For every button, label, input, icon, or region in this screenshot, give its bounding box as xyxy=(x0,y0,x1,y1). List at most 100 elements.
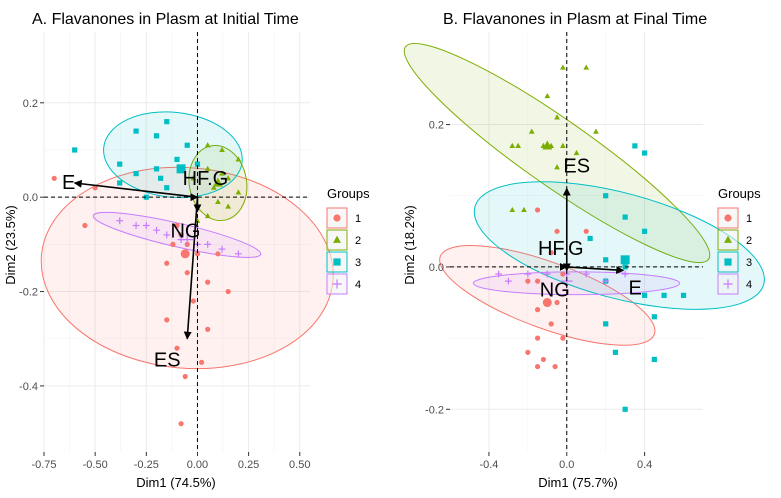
data-point-group-2 xyxy=(528,128,535,134)
legend-title: Groups xyxy=(327,186,370,201)
legend-label: 4 xyxy=(355,279,361,291)
data-point-group-3 xyxy=(194,161,201,167)
legend-key-1 xyxy=(333,214,341,222)
variable-arrow xyxy=(566,266,625,275)
legend-label: 1 xyxy=(355,213,361,225)
legend-label: 1 xyxy=(746,213,752,225)
data-point-group-1 xyxy=(215,251,221,257)
variable-label: NG xyxy=(170,220,200,242)
data-point-group-2 xyxy=(204,212,211,219)
y-tick-label: 0.2 xyxy=(23,98,38,110)
data-point-group-2 xyxy=(225,203,232,209)
data-point-group-3 xyxy=(117,161,123,167)
data-point-group-1 xyxy=(205,279,211,285)
data-point-group-2 xyxy=(593,128,599,134)
data-point-group-1 xyxy=(190,298,196,304)
data-point-group-3 xyxy=(661,292,667,298)
data-point-group-1 xyxy=(534,363,541,370)
legend-label: 3 xyxy=(355,257,361,269)
data-point-group-1 xyxy=(178,232,184,238)
confidence-ellipse-group-1 xyxy=(439,245,656,346)
data-point-group-3 xyxy=(680,292,687,298)
data-point-group-3 xyxy=(612,349,619,355)
data-point-group-2 xyxy=(509,142,516,148)
data-point-group-4 xyxy=(132,222,140,229)
data-point-group-1 xyxy=(583,228,589,234)
data-point-group-3 xyxy=(642,228,648,234)
data-point-group-4 xyxy=(495,270,503,278)
x-tick-label: 0.50 xyxy=(289,459,310,471)
centroid-group-3 xyxy=(176,164,186,174)
data-point-group-4 xyxy=(621,270,629,278)
data-point-group-1 xyxy=(178,421,184,427)
x-axis-title-a: Dim1 (74.5%) xyxy=(136,475,215,490)
data-point-group-3 xyxy=(603,257,609,263)
data-point-group-1 xyxy=(548,250,554,256)
data-point-group-1 xyxy=(548,321,554,327)
data-point-group-1 xyxy=(170,241,176,247)
data-point-group-2 xyxy=(204,165,211,171)
y-axis-title-b: Dim2 (18.2%) xyxy=(402,205,417,284)
data-point-group-3 xyxy=(174,156,180,163)
chart-title-a: A. Flavanones in Plasm at Initial Time xyxy=(32,11,299,28)
data-point-group-2 xyxy=(521,206,527,213)
legend-key-2 xyxy=(333,235,341,243)
legend-label: 2 xyxy=(355,235,361,247)
data-point-group-3 xyxy=(117,180,123,186)
data-point-group-3 xyxy=(603,193,609,199)
data-point-group-1 xyxy=(552,363,558,370)
data-point-group-1 xyxy=(534,278,541,284)
data-point-group-3 xyxy=(642,150,648,156)
data-point-group-2 xyxy=(190,175,197,181)
data-point-group-2 xyxy=(219,146,225,153)
data-point-group-2 xyxy=(225,175,232,181)
data-point-group-1 xyxy=(205,326,211,332)
data-point-group-2 xyxy=(560,64,566,70)
x-tick-label: -0.4 xyxy=(479,459,498,471)
data-point-group-1 xyxy=(560,335,566,341)
data-point-group-1 xyxy=(554,228,560,234)
data-point-group-3 xyxy=(158,175,164,181)
data-point-group-2 xyxy=(210,184,217,190)
data-point-group-1 xyxy=(534,335,541,341)
variable-label: ES xyxy=(154,350,181,372)
data-point-group-2 xyxy=(583,64,590,70)
panel-b: B. Flavanones in Plasm at Final Time ES H… xyxy=(402,11,765,490)
data-point-group-3 xyxy=(133,170,139,177)
data-point-group-1 xyxy=(198,359,205,365)
data-point-group-1 xyxy=(534,207,541,213)
variable-label: ES xyxy=(563,156,590,178)
y-tick-label: 0.0 xyxy=(23,192,38,204)
data-point-group-1 xyxy=(540,356,547,363)
data-point-group-3 xyxy=(164,185,170,191)
centroid-group-2 xyxy=(212,177,223,187)
variable-arrow xyxy=(183,197,199,340)
legend-title: Groups xyxy=(718,186,761,201)
variable-label: E xyxy=(62,172,75,194)
data-point-group-3 xyxy=(632,143,638,149)
centroid-group-4 xyxy=(181,233,194,246)
data-point-group-3 xyxy=(133,128,139,134)
data-point-group-1 xyxy=(560,271,566,277)
legend-key-3 xyxy=(333,258,341,266)
data-point-group-4 xyxy=(204,240,212,248)
legend-a: Groups 1 2 3 4 xyxy=(326,186,370,295)
x-tick-label: -0.25 xyxy=(134,459,159,471)
data-point-group-1 xyxy=(51,175,57,181)
plot-background xyxy=(44,32,310,452)
data-point-group-4 xyxy=(543,270,551,278)
y-tick-label: 0.0 xyxy=(429,262,444,274)
data-point-group-1 xyxy=(174,222,180,229)
confidence-ellipse-group-3 xyxy=(473,181,765,310)
data-point-group-3 xyxy=(153,133,160,139)
x-axis-title-b: Dim1 (75.7%) xyxy=(538,475,617,490)
data-point-group-1 xyxy=(184,270,190,276)
data-point-group-4 xyxy=(602,277,610,285)
data-point-group-2 xyxy=(235,156,242,162)
data-point-group-2 xyxy=(215,198,221,204)
data-point-group-4 xyxy=(142,222,150,229)
data-point-group-2 xyxy=(544,92,551,99)
data-point-group-4 xyxy=(116,217,124,225)
data-point-group-3 xyxy=(72,147,78,153)
